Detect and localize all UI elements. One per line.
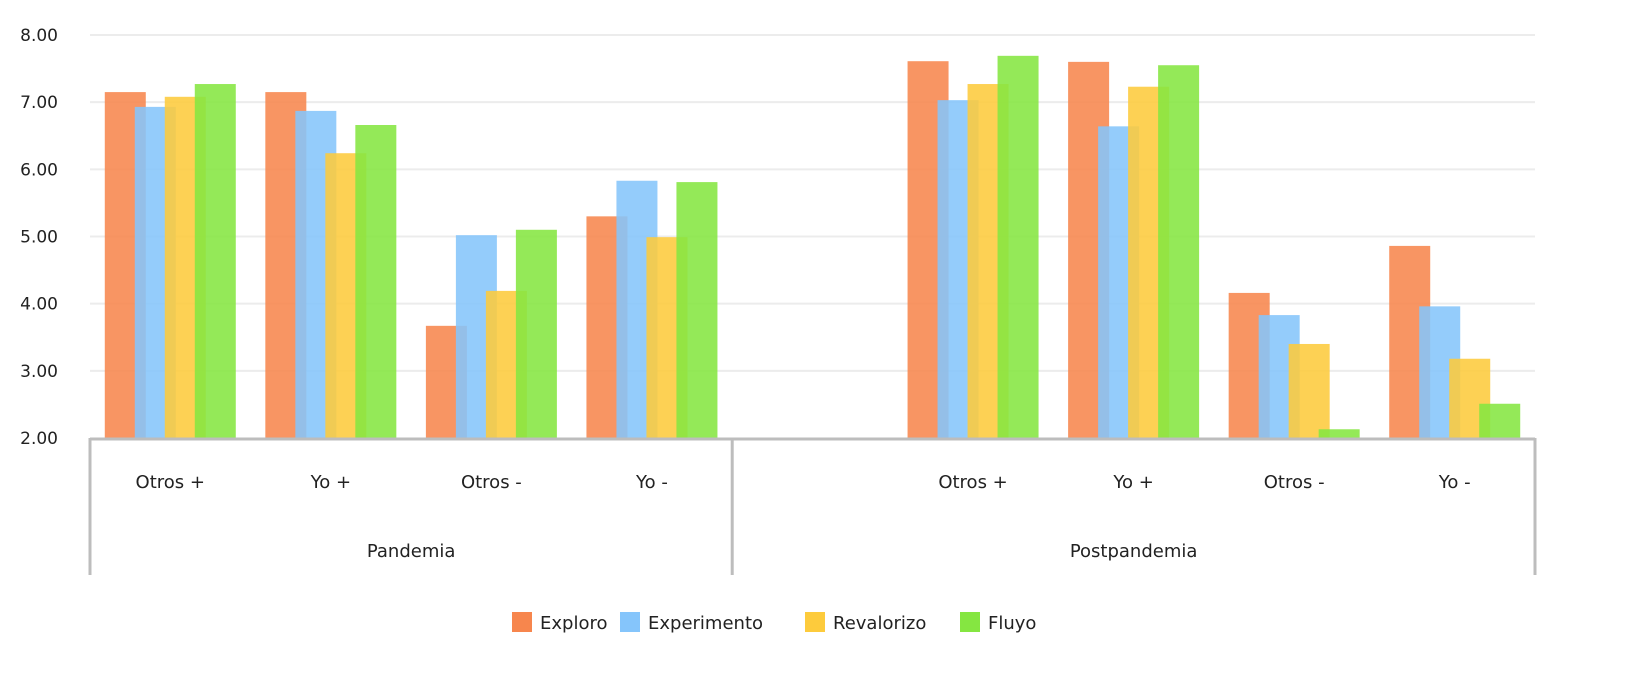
- group-label: Pandemia: [367, 541, 456, 562]
- y-tick-label: 8.00: [20, 26, 58, 46]
- x-tick-label: Yo +: [1112, 472, 1153, 493]
- legend-swatch-revalorizo: [805, 612, 825, 632]
- y-tick-label: 4.00: [20, 295, 58, 315]
- legend-label: Fluyo: [988, 613, 1036, 634]
- x-tick-label: Otros +: [136, 472, 205, 493]
- legend-swatch-fluyo: [960, 612, 980, 632]
- bar-fluyo: [1318, 429, 1360, 438]
- bar-fluyo: [1158, 65, 1200, 438]
- legend-label: Experimento: [648, 613, 763, 634]
- bar-fluyo: [997, 55, 1039, 439]
- legend-label: Revalorizo: [833, 613, 926, 634]
- legend-swatch-experimento: [620, 612, 640, 632]
- x-tick-label: Yo -: [635, 472, 668, 493]
- legend-label: Exploro: [540, 613, 607, 634]
- x-tick-label: Yo -: [1438, 472, 1471, 493]
- y-tick-label: 2.00: [20, 429, 58, 449]
- y-tick-label: 5.00: [20, 228, 58, 248]
- x-tick-label: Yo +: [310, 472, 351, 493]
- x-tick-label: Otros -: [461, 472, 522, 493]
- bar-fluyo: [1479, 403, 1521, 438]
- bar-fluyo: [194, 84, 236, 438]
- y-tick-label: 6.00: [20, 160, 58, 180]
- legend-swatch-exploro: [512, 612, 532, 632]
- bar-fluyo: [515, 229, 557, 438]
- x-tick-label: Otros +: [938, 472, 1007, 493]
- bar-fluyo: [355, 125, 397, 439]
- bar-fluyo: [676, 182, 718, 438]
- group-label: Postpandemia: [1070, 541, 1198, 562]
- x-tick-label: Otros -: [1264, 472, 1325, 493]
- y-tick-label: 3.00: [20, 362, 58, 382]
- bar-revalorizo: [1288, 343, 1330, 438]
- y-tick-label: 7.00: [20, 93, 58, 113]
